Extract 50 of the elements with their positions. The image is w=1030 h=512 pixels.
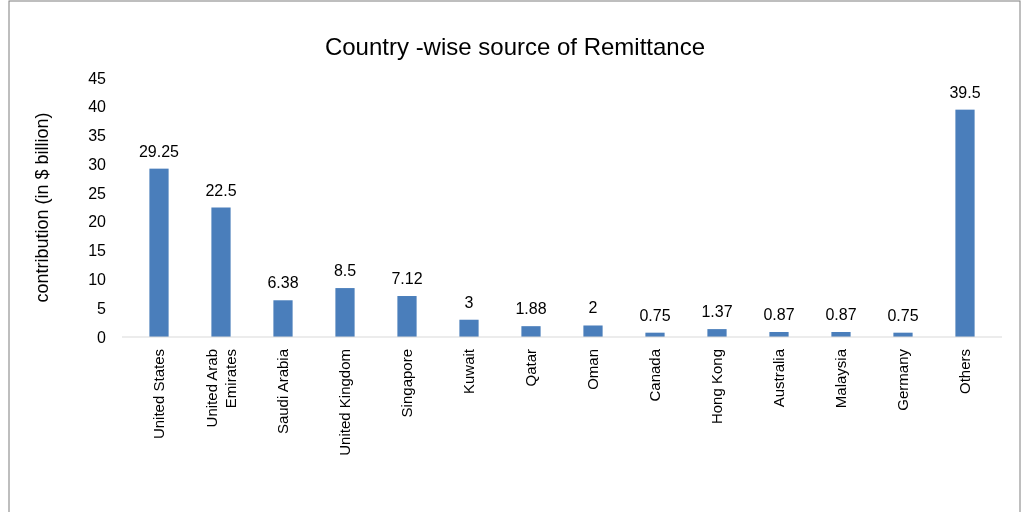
data-label: 6.38 bbox=[267, 274, 299, 292]
x-tick-label: Hong Kong bbox=[708, 349, 725, 425]
x-tick-label: Saudi Arabia bbox=[274, 348, 291, 435]
bar bbox=[273, 300, 293, 337]
x-tick-label: Oman bbox=[584, 349, 601, 390]
data-label: 0.87 bbox=[825, 305, 857, 323]
x-tick-label: Germany bbox=[894, 348, 911, 411]
bar bbox=[459, 319, 479, 337]
x-tick-label: Australia bbox=[770, 348, 787, 408]
y-tick-label: 15 bbox=[88, 242, 107, 260]
x-tick-label: United Arab Emirates bbox=[203, 349, 239, 428]
y-tick-label: 20 bbox=[88, 213, 107, 231]
y-tick-label: 30 bbox=[88, 155, 107, 173]
data-label: 3 bbox=[464, 293, 474, 311]
y-tick-label: 5 bbox=[97, 299, 107, 317]
bar bbox=[211, 207, 231, 337]
bar bbox=[149, 168, 169, 337]
y-tick-label: 25 bbox=[88, 184, 107, 202]
y-tick-label: 35 bbox=[88, 127, 107, 145]
data-label: 29.25 bbox=[138, 142, 180, 160]
x-tick-label: Malaysia bbox=[832, 348, 849, 409]
data-label: 1.88 bbox=[515, 300, 547, 318]
x-tick-label: Canada bbox=[646, 348, 663, 402]
data-label: 0.87 bbox=[763, 305, 795, 323]
x-tick-label: United States bbox=[150, 349, 167, 440]
x-tick-label: Others bbox=[956, 349, 973, 395]
y-tick-label: 0 bbox=[97, 328, 107, 346]
bar bbox=[707, 329, 727, 337]
data-label: 7.12 bbox=[391, 270, 423, 288]
x-tick-label: Kuwait bbox=[460, 348, 477, 395]
y-axis-title: contribution (in $ billion) bbox=[32, 112, 52, 303]
data-label: 39.5 bbox=[949, 83, 981, 101]
data-label: 8.5 bbox=[333, 262, 357, 280]
bar bbox=[397, 296, 417, 337]
bar bbox=[335, 288, 355, 337]
y-tick-label: 45 bbox=[88, 69, 107, 87]
x-tick-label: Qatar bbox=[522, 349, 539, 387]
data-label: 22.5 bbox=[205, 181, 237, 199]
data-label: 2 bbox=[588, 299, 598, 317]
data-label: 1.37 bbox=[701, 303, 733, 321]
chart-title: Country -wise source of Remittance bbox=[324, 33, 706, 60]
bar bbox=[521, 326, 541, 337]
x-tick-label: United Kingdom bbox=[336, 349, 353, 456]
bar bbox=[583, 325, 603, 337]
data-label: 0.75 bbox=[639, 306, 671, 324]
y-tick-label: 10 bbox=[88, 271, 107, 289]
x-tick-label: Singapore bbox=[398, 349, 415, 418]
data-label: 0.75 bbox=[887, 306, 919, 324]
y-tick-label: 40 bbox=[88, 98, 107, 116]
bar bbox=[955, 109, 975, 337]
